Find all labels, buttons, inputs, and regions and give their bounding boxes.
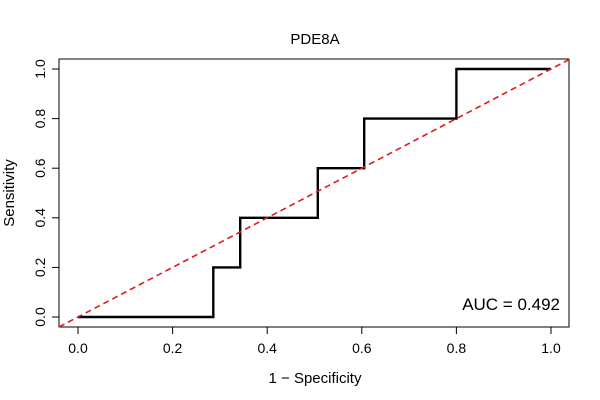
x-tick-label: 0.4	[257, 340, 277, 356]
y-tick-label: 0.4	[32, 208, 48, 228]
reference-diagonal-line	[58, 58, 571, 328]
x-axis-label: 1 − Specificity	[269, 370, 362, 387]
roc-curve-line	[78, 67, 551, 319]
y-tick-label: 1.0	[32, 59, 48, 79]
plot-frame	[58, 58, 570, 328]
x-tick-label: 0.6	[352, 340, 372, 356]
y-axis-label: Sensitivity	[1, 159, 18, 227]
y-tick-label: 0.2	[32, 257, 48, 277]
series-layer	[58, 58, 571, 328]
y-tick-label: 0.0	[32, 307, 48, 327]
x-tick-label: 1.0	[541, 340, 561, 356]
x-axis: 0.0 0.2 0.4 0.6 0.8 1.0	[68, 327, 561, 356]
y-tick-label: 0.8	[32, 109, 48, 129]
y-tick-label: 0.6	[32, 158, 48, 178]
auc-annotation: AUC = 0.492	[462, 295, 560, 314]
x-tick-label: 0.2	[163, 340, 183, 356]
x-tick-label: 0.0	[68, 340, 88, 356]
y-axis: 0.0 0.2 0.4 0.6 0.8 1.0	[32, 59, 59, 327]
x-tick-label: 0.8	[447, 340, 467, 356]
chart-title: PDE8A	[290, 31, 339, 48]
